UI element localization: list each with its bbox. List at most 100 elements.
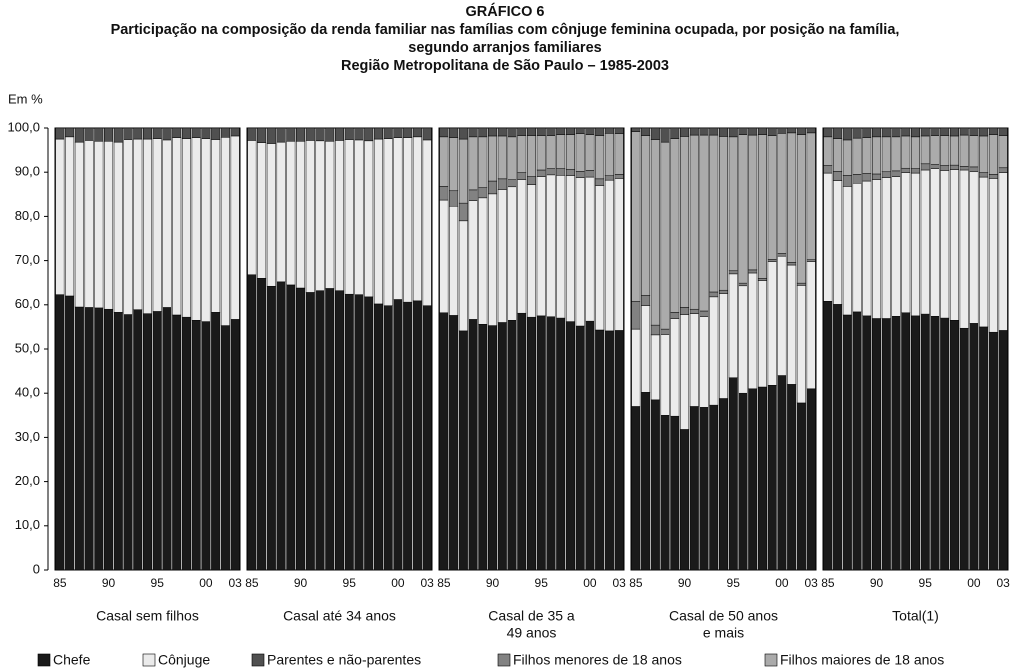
bar-segment: [507, 127, 517, 138]
bar-segment: [767, 261, 777, 386]
x-tick-label: 95: [919, 576, 933, 590]
y-tick-label: 30,0: [15, 429, 40, 444]
bar-segment: [458, 220, 468, 332]
bar-segment: [979, 326, 989, 571]
bar-segment: [979, 172, 989, 178]
bar-segment: [670, 138, 680, 313]
bar-segment: [422, 139, 432, 306]
bar-segment: [614, 174, 624, 179]
bar-segment: [266, 285, 276, 571]
bar-segment: [334, 290, 345, 571]
bar-segment: [614, 127, 624, 134]
bar-segment: [478, 187, 488, 199]
bar-segment: [383, 305, 393, 571]
group-label: 49 anos: [507, 625, 557, 641]
bar-segment: [220, 127, 230, 138]
bar-segment: [872, 127, 882, 138]
y-tick-label: 10,0: [15, 517, 40, 532]
y-tick-label: 100,0: [7, 119, 40, 134]
bar-segment: [305, 292, 315, 571]
bar-segment: [699, 134, 709, 312]
bar-segment: [757, 278, 767, 281]
bar-segment: [940, 127, 950, 136]
bar-segment: [468, 319, 478, 571]
bar-segment: [660, 328, 670, 335]
bar-segment: [796, 285, 806, 404]
bar-segment: [881, 127, 891, 138]
bar-segment: [517, 135, 527, 173]
bar-segment: [497, 178, 507, 190]
bar-segment: [738, 392, 748, 571]
bar-segment: [748, 269, 758, 274]
bar-segment: [565, 175, 575, 322]
group-label: Casal de 35 a: [488, 608, 575, 624]
bar-segment: [823, 301, 833, 571]
bar-segment: [910, 127, 921, 138]
bar-segment: [823, 127, 833, 138]
x-tick-label: 00: [775, 576, 789, 590]
bar-segment: [364, 296, 374, 571]
bar-segment: [604, 133, 614, 176]
bar-segment: [84, 140, 94, 308]
bar-segment: [842, 186, 852, 316]
bar-segment: [55, 138, 65, 295]
bar-segment: [305, 127, 315, 141]
bar-segment: [872, 179, 882, 319]
bar-segment: [748, 127, 758, 136]
bar-segment: [891, 170, 901, 177]
bar-segment: [988, 331, 998, 571]
bar-segment: [257, 142, 267, 279]
bar-segment: [517, 172, 527, 180]
bar-segment: [565, 127, 575, 135]
bar-segment: [699, 310, 709, 317]
bar-segment: [585, 176, 595, 322]
bar-segment: [556, 168, 566, 176]
bar-segment: [497, 135, 507, 180]
bar-segment: [852, 311, 862, 571]
x-tick-label: 85: [245, 576, 259, 590]
bar-segment: [833, 180, 843, 305]
bar-segment: [969, 135, 979, 168]
bar-segment: [988, 174, 998, 179]
legend-label: Filhos menores de 18 anos: [513, 652, 682, 668]
bar-segment: [872, 318, 882, 571]
legend-swatch: [142, 653, 156, 667]
bar-segment: [439, 186, 449, 201]
bar-segment: [614, 133, 624, 175]
bar-segment: [641, 305, 651, 393]
bar-segment: [930, 127, 940, 136]
bar-segment: [806, 259, 816, 262]
bar-segment: [546, 316, 556, 571]
legend-label: Parentes e não-parentes: [267, 652, 421, 668]
bar-segment: [660, 334, 670, 416]
bar-segment: [449, 137, 459, 192]
bar-segment: [315, 140, 325, 291]
legend-label: Cônjuge: [158, 652, 210, 668]
bar-segment: [680, 314, 690, 430]
bar-segment: [641, 135, 651, 296]
y-tick-label: 70,0: [15, 252, 40, 267]
bar-segment: [74, 141, 84, 308]
bar-segment: [449, 315, 459, 571]
bar-segment: [536, 315, 546, 571]
bar-segment: [55, 127, 65, 140]
bar-segment: [738, 127, 748, 135]
bar-segment: [152, 311, 162, 571]
bar-segment: [536, 176, 546, 317]
bar-segment: [201, 321, 211, 571]
bar-segment: [575, 133, 585, 172]
bar-segment: [211, 312, 221, 571]
y-axis-label: Em %: [8, 91, 43, 106]
bar-segment: [998, 167, 1008, 173]
bar-segment: [604, 175, 614, 181]
bar-segment: [181, 138, 191, 318]
bar-segment: [276, 141, 286, 283]
bar-segment: [526, 184, 537, 318]
bar-segment: [940, 170, 950, 319]
y-tick-label: 20,0: [15, 473, 40, 488]
bar-segment: [478, 197, 488, 325]
bar-segment: [247, 274, 257, 571]
group-label: Casal até 34 anos: [283, 608, 396, 624]
bar-segment: [718, 289, 729, 294]
